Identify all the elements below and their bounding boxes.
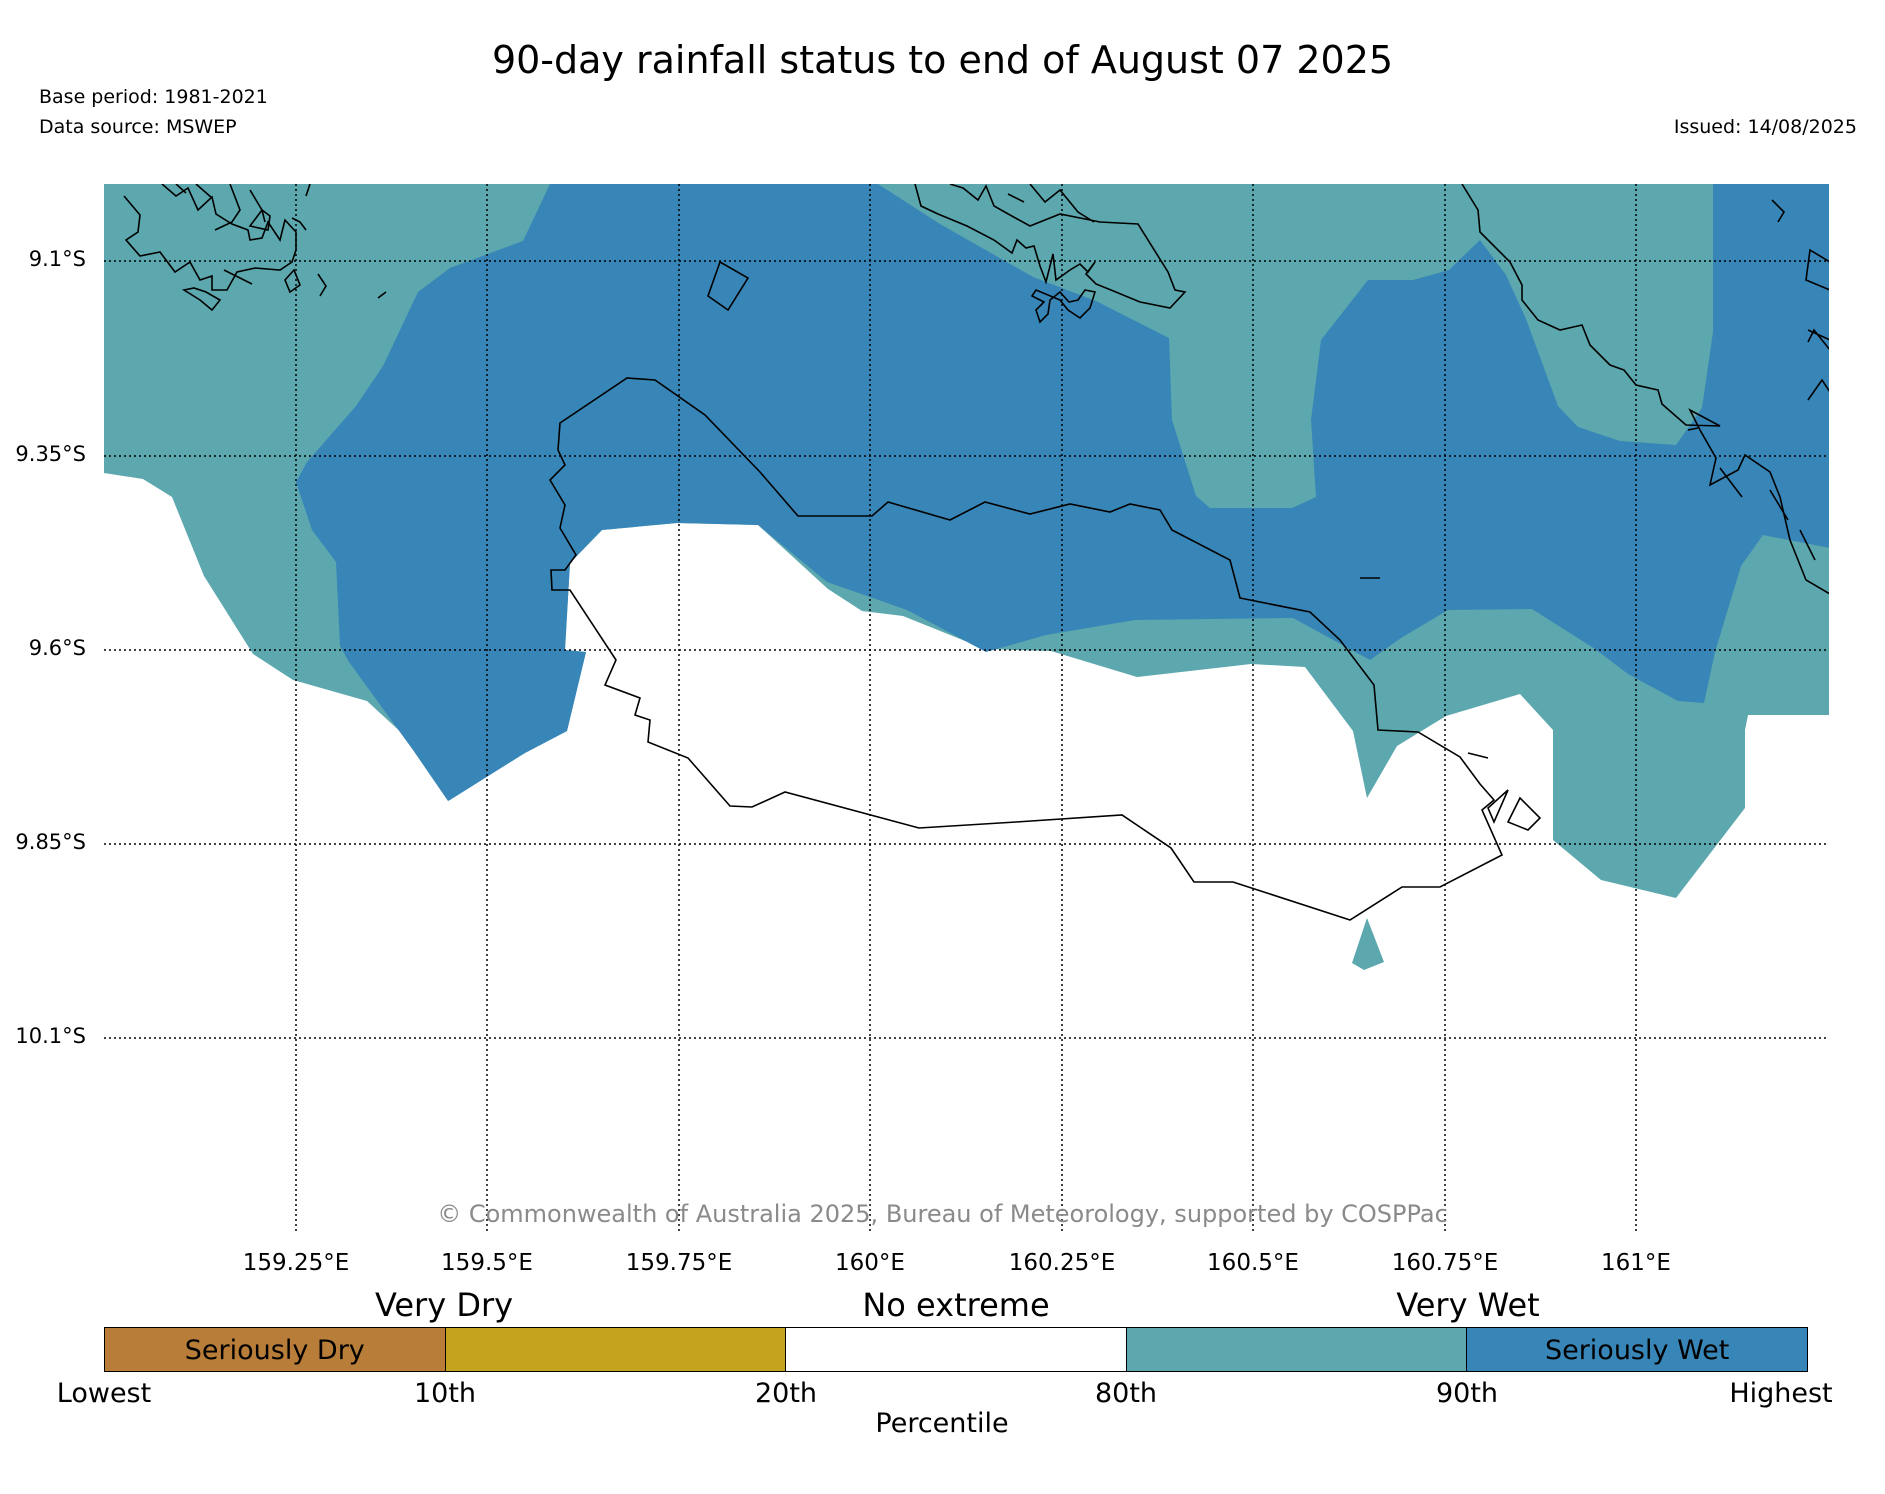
legend-tick: 80th <box>1094 1378 1158 1409</box>
lon-label: 160.25°E <box>1008 1250 1116 1276</box>
legend-segment-no-extreme <box>786 1328 1127 1371</box>
legend-category-very-wet: Very Wet <box>1396 1286 1540 1324</box>
legend-category-no-extreme: No extreme <box>862 1286 1050 1324</box>
gridlines <box>104 184 1829 1234</box>
data-source: Data source: MSWEP <box>39 116 237 138</box>
legend-tick: 90th <box>1435 1378 1499 1409</box>
copyright-text: © Commonwealth of Australia 2025, Bureau… <box>437 1200 1448 1228</box>
legend-tick: Lowest <box>56 1378 152 1409</box>
legend-category-very-dry: Very Dry <box>374 1286 514 1324</box>
lon-label: 160.75°E <box>1391 1250 1499 1276</box>
lat-label: 9.6°S <box>28 636 86 660</box>
lon-label: 160°E <box>835 1250 905 1276</box>
base-period: Base period: 1981-2021 <box>39 86 268 108</box>
very-wet-spot <box>1352 918 1384 970</box>
lon-label: 160.5°E <box>1207 1250 1299 1276</box>
lon-label: 159.5°E <box>441 1250 533 1276</box>
coastline <box>123 184 1829 921</box>
legend-colorbar: Seriously Dry Seriously Wet <box>104 1327 1808 1372</box>
lat-label: 9.1°S <box>28 247 86 271</box>
legend-segment-seriously-dry: Seriously Dry <box>105 1328 446 1371</box>
legend-axis-label: Percentile <box>875 1408 1009 1439</box>
legend-tick: 20th <box>754 1378 818 1409</box>
legend-segment-10-20 <box>445 1328 787 1371</box>
lat-label: 9.85°S <box>15 830 86 854</box>
issued-date: Issued: 14/08/2025 <box>1673 116 1857 138</box>
legend-tick: 10th <box>413 1378 477 1409</box>
lat-label: 10.1°S <box>15 1024 86 1048</box>
legend-tick: Highest <box>1729 1378 1833 1409</box>
legend-segment-seriously-wet: Seriously Wet <box>1467 1328 1807 1371</box>
lon-label: 159.25°E <box>242 1250 350 1276</box>
lon-label: 159.75°E <box>625 1250 733 1276</box>
lat-label: 9.35°S <box>15 442 86 466</box>
rainfall-map <box>104 184 1829 1234</box>
lon-label: 161°E <box>1601 1250 1671 1276</box>
seriously-wet-region <box>296 184 1829 801</box>
map-title: 90-day rainfall status to end of August … <box>491 38 1394 82</box>
legend-segment-very-wet <box>1126 1328 1468 1371</box>
